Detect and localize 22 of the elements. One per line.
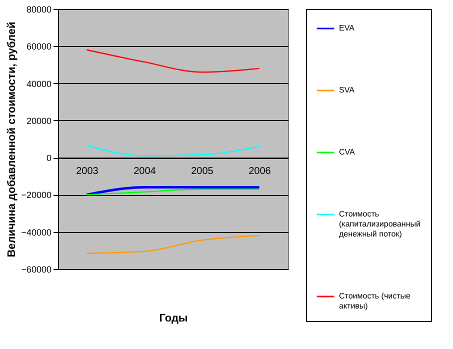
x-axis-title: Годы: [159, 312, 188, 324]
legend-label: EVA: [339, 24, 356, 32]
y-tick-label: 20000: [26, 116, 52, 126]
line-series: [86, 49, 260, 73]
legend-label: Стоимость (чистые активы): [339, 292, 411, 310]
x-tick-label: 2006: [248, 166, 272, 178]
y-tick-label: −40000: [21, 227, 52, 238]
legend-label: CVA: [339, 148, 356, 156]
legend-label: SVA: [339, 86, 356, 94]
y-tick-label: 0: [46, 153, 52, 164]
x-tick-label: 2005: [191, 166, 214, 178]
y-axis-title: Величина добавленной стоимости, рублей: [6, 22, 18, 258]
x-tick-label: 2003: [76, 166, 99, 178]
legend-label: Стоимость (капитализированный денежный поток): [339, 210, 420, 238]
y-tick-label: −60000: [21, 264, 52, 274]
line-series: [86, 144, 260, 156]
line-series: [86, 234, 260, 254]
y-tick-label: 60000: [26, 42, 52, 52]
y-tick-label: −20000: [21, 190, 52, 200]
x-tick-label: 2004: [134, 166, 156, 178]
y-tick-label: 80000: [26, 4, 52, 14]
y-tick-label: 40000: [26, 78, 52, 89]
